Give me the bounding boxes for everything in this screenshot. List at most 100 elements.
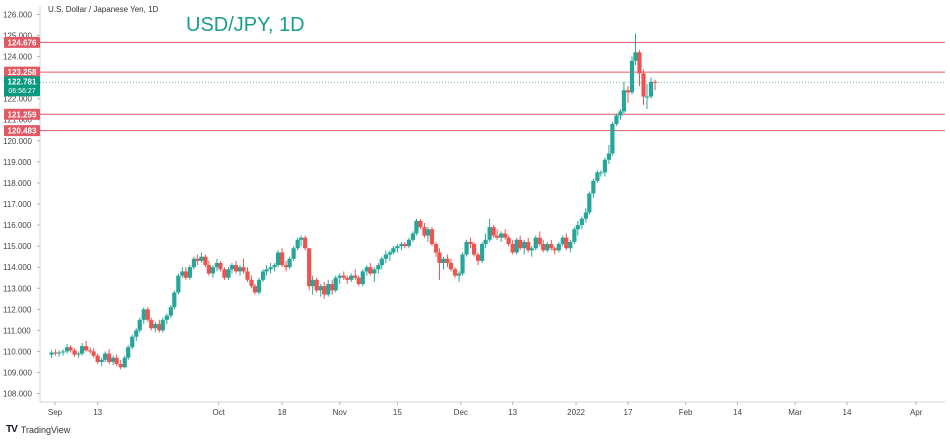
candle[interactable] bbox=[107, 353, 112, 362]
candle[interactable] bbox=[549, 244, 554, 249]
candle[interactable] bbox=[518, 239, 523, 249]
candle[interactable] bbox=[130, 336, 135, 348]
candle[interactable] bbox=[226, 269, 231, 278]
candle[interactable] bbox=[552, 248, 557, 251]
candle[interactable] bbox=[480, 244, 485, 261]
candle[interactable] bbox=[287, 258, 292, 268]
candle[interactable] bbox=[118, 364, 123, 368]
candle[interactable] bbox=[606, 153, 612, 160]
candle[interactable] bbox=[326, 284, 331, 295]
candle[interactable] bbox=[79, 346, 85, 354]
candle[interactable] bbox=[491, 227, 496, 236]
candle[interactable] bbox=[418, 220, 423, 228]
candle[interactable] bbox=[406, 239, 412, 247]
candle[interactable] bbox=[495, 235, 500, 238]
candle[interactable] bbox=[602, 159, 608, 173]
candle[interactable] bbox=[437, 252, 442, 263]
candle[interactable] bbox=[629, 60, 635, 93]
candle[interactable] bbox=[76, 353, 81, 355]
candle[interactable] bbox=[503, 233, 508, 238]
candle[interactable] bbox=[137, 319, 142, 331]
candle[interactable] bbox=[310, 279, 315, 287]
candle[interactable] bbox=[330, 284, 335, 291]
candle[interactable] bbox=[648, 81, 654, 97]
candle[interactable] bbox=[249, 279, 254, 287]
candle[interactable] bbox=[206, 265, 211, 274]
candle[interactable] bbox=[114, 357, 119, 365]
candle[interactable] bbox=[510, 244, 515, 253]
candle[interactable] bbox=[591, 180, 596, 194]
candle[interactable] bbox=[414, 220, 419, 234]
candle[interactable] bbox=[272, 265, 277, 268]
candle[interactable] bbox=[168, 307, 173, 316]
candle[interactable] bbox=[233, 265, 239, 272]
candle[interactable] bbox=[556, 244, 561, 251]
candle[interactable] bbox=[314, 279, 319, 291]
candle[interactable] bbox=[368, 267, 373, 274]
candle[interactable] bbox=[134, 330, 139, 337]
candle[interactable] bbox=[264, 269, 269, 272]
candle[interactable] bbox=[280, 252, 285, 266]
candle[interactable] bbox=[187, 267, 192, 278]
candle[interactable] bbox=[391, 248, 396, 253]
candle[interactable] bbox=[203, 256, 208, 266]
candle[interactable] bbox=[141, 309, 146, 320]
candle[interactable] bbox=[376, 265, 381, 270]
candle[interactable] bbox=[471, 244, 477, 255]
candle[interactable] bbox=[245, 271, 250, 280]
candle[interactable] bbox=[84, 346, 89, 351]
candle[interactable] bbox=[575, 225, 580, 230]
candle[interactable] bbox=[537, 237, 542, 245]
candle[interactable] bbox=[284, 265, 289, 268]
candle[interactable] bbox=[111, 357, 116, 362]
candle[interactable] bbox=[610, 123, 615, 154]
candle[interactable] bbox=[252, 286, 258, 293]
candle[interactable] bbox=[598, 172, 603, 174]
candle[interactable] bbox=[514, 239, 519, 253]
candle[interactable] bbox=[149, 319, 154, 329]
candle[interactable] bbox=[122, 357, 127, 368]
candle[interactable] bbox=[56, 352, 62, 354]
candle[interactable] bbox=[256, 279, 262, 293]
candle[interactable] bbox=[199, 256, 204, 261]
candle[interactable] bbox=[160, 319, 165, 331]
candle[interactable] bbox=[402, 244, 407, 247]
candle[interactable] bbox=[145, 309, 150, 320]
candle[interactable] bbox=[349, 275, 354, 280]
candle[interactable] bbox=[568, 241, 573, 249]
candle[interactable] bbox=[429, 229, 435, 245]
candle[interactable] bbox=[618, 111, 623, 116]
candle[interactable] bbox=[422, 227, 427, 236]
candle[interactable] bbox=[483, 239, 488, 245]
candle[interactable] bbox=[372, 269, 377, 274]
candle[interactable] bbox=[448, 262, 454, 270]
candle[interactable] bbox=[564, 237, 569, 249]
candle[interactable] bbox=[241, 267, 246, 272]
candle[interactable] bbox=[291, 248, 296, 259]
candle[interactable] bbox=[383, 254, 388, 259]
candle[interactable] bbox=[275, 252, 281, 266]
candle[interactable] bbox=[214, 262, 220, 268]
candle[interactable] bbox=[379, 258, 384, 266]
candle[interactable] bbox=[195, 258, 200, 261]
candle[interactable] bbox=[64, 347, 70, 352]
candle[interactable] bbox=[387, 252, 392, 255]
candle[interactable] bbox=[572, 229, 577, 242]
candle[interactable] bbox=[475, 254, 481, 261]
candle[interactable] bbox=[341, 275, 346, 278]
candle[interactable] bbox=[641, 73, 646, 97]
candle[interactable] bbox=[345, 277, 350, 280]
candle[interactable] bbox=[533, 237, 538, 249]
candle[interactable] bbox=[506, 237, 511, 245]
candle[interactable] bbox=[157, 324, 162, 331]
candle[interactable] bbox=[322, 286, 327, 295]
candle[interactable] bbox=[364, 267, 369, 272]
candle[interactable] bbox=[644, 96, 650, 98]
candle[interactable] bbox=[337, 275, 342, 278]
candle[interactable] bbox=[633, 52, 638, 61]
candle[interactable] bbox=[560, 237, 565, 245]
candle[interactable] bbox=[303, 237, 308, 249]
candle[interactable] bbox=[53, 352, 58, 354]
